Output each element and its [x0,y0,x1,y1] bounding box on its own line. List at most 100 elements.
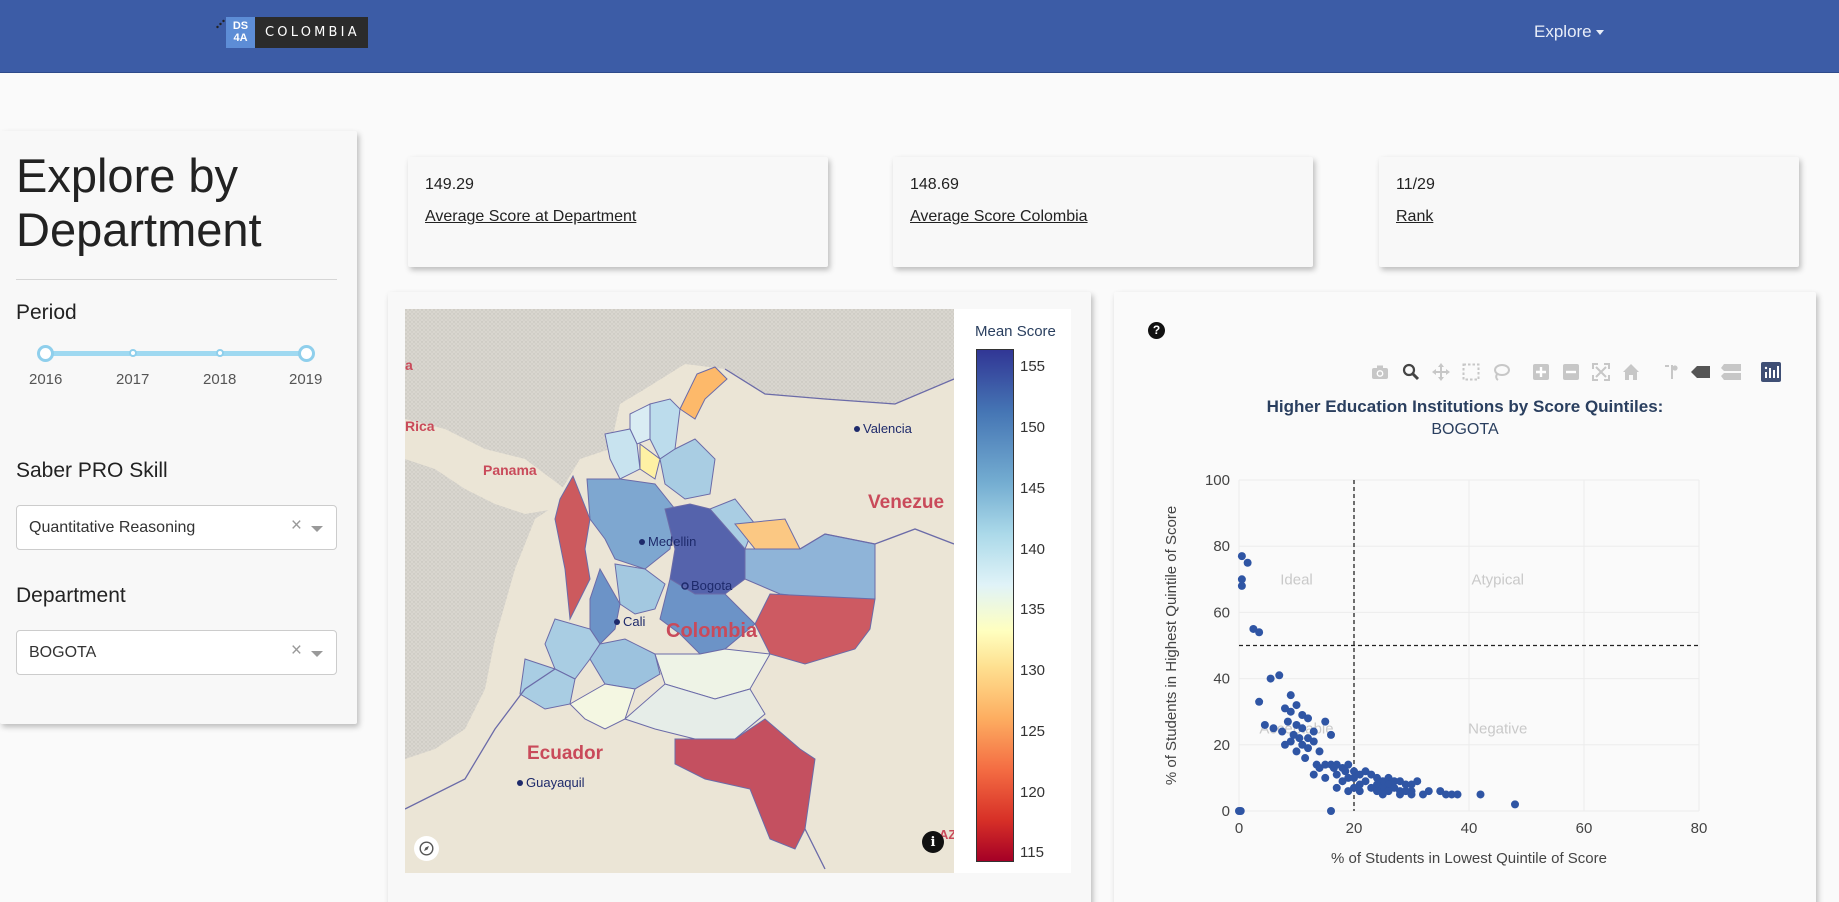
info-icon[interactable]: i [922,831,944,853]
filter-sidebar: Explore by Department Period 2016 2017 2… [0,131,357,724]
x-tick-label: 60 [1576,820,1593,837]
toggle-spike-lines-icon[interactable] [1660,361,1682,383]
data-point [1304,744,1312,753]
legend-tick: 140 [1020,541,1046,558]
choropleth-map[interactable]: a Rica Panama Valencia Venezue Medellin … [405,309,954,873]
stat-card-colombia: 148.69 Average Score Colombia [893,157,1313,267]
period-slider-handle-start[interactable] [37,345,54,362]
logo-dots-icon [216,19,225,29]
data-point [1292,747,1301,756]
chart-title: Higher Education Institutions by Score Q… [1266,397,1664,416]
data-point [1281,740,1289,749]
chevron-down-icon[interactable] [311,651,323,657]
period-mark-2018[interactable]: 2018 [203,371,237,388]
compass-icon[interactable] [414,836,439,861]
quadrant-label: Ideal [1280,571,1313,588]
data-point [1321,717,1330,726]
data-point [1396,790,1404,799]
divider [16,279,337,280]
clear-icon[interactable]: × [290,640,302,661]
map-svg[interactable]: a Rica Panama Valencia Venezue Medellin … [405,309,954,873]
x-axis-label: % of Students in Lowest Quintile of Scor… [1331,850,1607,867]
data-point [1269,724,1278,733]
zoom-in-icon[interactable] [1530,361,1552,383]
explore-menu[interactable]: Explore [1534,22,1604,42]
skill-select[interactable]: Quantitative Reasoning × [16,505,337,550]
rank-link[interactable]: Rank [1396,208,1434,225]
department-select[interactable]: BOGOTA × [16,630,337,675]
legend-tick: 145 [1020,480,1046,497]
legend-tick: 125 [1020,723,1046,740]
legend-tick: 150 [1020,419,1046,436]
pan-icon[interactable] [1430,361,1452,383]
help-icon[interactable]: ? [1148,322,1165,339]
map-label-medellin: Medellin [648,534,696,549]
scatter-plot[interactable]: IdealAtypicalAcceptableNegative 02040608… [1114,292,1816,902]
explore-label: Explore [1534,22,1592,41]
hover-compare-icon[interactable] [1720,361,1742,383]
x-tick-label: 20 [1346,820,1363,837]
lasso-select-icon[interactable] [1490,361,1512,383]
legend-tick: 120 [1020,784,1046,801]
data-point [1278,727,1287,736]
scatter-chart-card: ? [1114,292,1816,902]
camera-icon[interactable] [1369,361,1391,383]
data-point [1327,807,1335,815]
data-point [1304,714,1312,723]
zoom-icon[interactable] [1400,361,1422,383]
reset-axes-home-icon[interactable] [1620,361,1642,383]
logo-mark: DS 4A [226,17,255,48]
data-point [1237,581,1246,590]
colombia-average-link[interactable]: Average Score Colombia [910,208,1088,225]
data-point [1338,777,1347,786]
map-label-colombia: Colombia [666,620,758,642]
data-point [1329,763,1338,772]
data-point [1237,575,1246,584]
chart-subtitle: BOGOTA [1431,421,1499,438]
map-label-edge-a: a [405,357,413,373]
period-slider-handle-end[interactable] [298,345,315,362]
data-point [1309,770,1318,779]
period-mark-2017[interactable]: 2017 [116,371,150,388]
period-slider-track[interactable] [46,351,307,356]
gridlines [1238,479,1700,812]
hover-closest-icon[interactable] [1690,361,1712,383]
data-point [1292,701,1301,710]
data-point [1332,770,1341,779]
x-tick-label: 40 [1461,820,1478,837]
country-borders [405,368,954,870]
period-mark-2016[interactable]: 2016 [29,371,63,388]
rank-value: 11/29 [1396,176,1435,193]
medellin-dot [639,539,645,545]
data-point [1419,790,1427,799]
chevron-down-icon[interactable] [311,526,323,532]
map-legend: Mean Score 155 150 145 140 135 130 125 1… [954,309,1071,873]
y-tick-label: 60 [1213,604,1230,621]
department-label: Department [16,584,126,607]
stat-card-rank: 11/29 Rank [1379,157,1799,267]
departments-layer [519,366,876,850]
zoom-out-icon[interactable] [1560,361,1582,383]
department-average-link[interactable]: Average Score at Department [425,208,637,225]
period-slider-mark-dot [216,349,224,357]
map-label-ecuador: Ecuador [527,743,604,764]
x-tick-label: 0 [1235,820,1243,837]
map-label-bogota: Bogota [691,578,733,593]
y-tick-label: 20 [1213,737,1230,754]
data-point [1283,717,1292,726]
legend-tick: 130 [1020,662,1046,679]
period-label: Period [16,301,77,324]
data-point [1301,754,1310,763]
plotly-logo-icon[interactable] [1760,361,1782,383]
period-slider-mark-dot [129,349,137,357]
data-point [1327,730,1335,739]
period-mark-2019[interactable]: 2019 [289,371,323,388]
data-point [1344,760,1353,769]
ds4a-logo[interactable]: DS 4A COLOMBIA [216,17,368,48]
box-select-icon[interactable] [1460,361,1482,383]
data-point [1442,790,1450,799]
autoscale-icon[interactable] [1590,361,1612,383]
panama-land [405,419,565,514]
clear-icon[interactable]: × [290,515,302,536]
map-label-valencia: Valencia [863,421,913,436]
